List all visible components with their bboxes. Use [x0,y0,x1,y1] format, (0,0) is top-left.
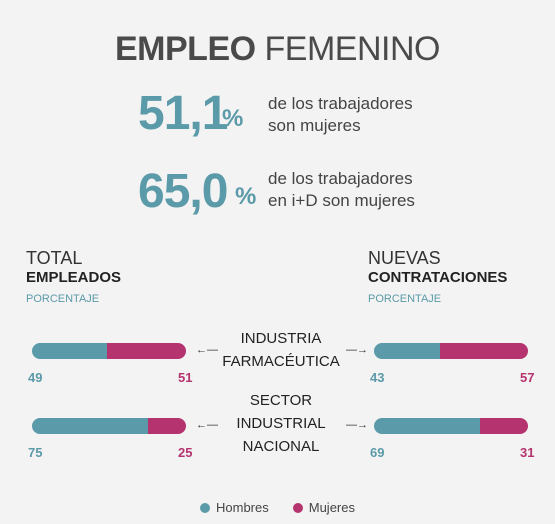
title-light: FEMENINO [264,30,441,68]
legend: Hombres Mujeres [0,500,555,515]
arrow-right-icon: —→ [346,419,368,431]
legend-item-hombres: Hombres [200,500,269,515]
arrow-right-icon: —→ [346,344,368,356]
stat-desc-line1: de los trabajadores [268,169,413,188]
legend-item-mujeres: Mujeres [292,500,355,515]
stat-desc-line2: en i+D son mujeres [268,191,415,210]
bar-segment-mujeres [107,343,186,359]
stat-desc-line2: son mujeres [268,116,361,135]
category-label: SECTOR INDUSTRIAL NACIONAL [218,389,344,458]
column-header-unit: PORCENTAJE [368,293,442,305]
data-label-mujeres: 51 [178,370,193,385]
legend-swatch-hombres [200,502,210,513]
legend-label: Hombres [216,500,269,515]
data-label-mujeres: 57 [520,370,535,385]
column-header-line2: EMPLEADOS [26,269,122,286]
column-header-unit: PORCENTAJE [26,293,100,305]
bar-segment-mujeres [480,418,528,434]
data-label-mujeres: 31 [520,445,535,460]
arrow-left-icon: ←— [196,419,218,431]
stat-unit: % [222,105,244,132]
data-label-hombres: 49 [28,370,43,385]
category-label: INDUSTRIA FARMACÉUTICA [218,327,344,373]
column-header-line1: NUEVAS [368,248,441,268]
stat-value: 51,1 [138,87,228,140]
bar-segment-hombres [374,418,481,434]
stat-unit: % [235,183,257,210]
bar-segment-hombres [32,343,108,359]
column-header-total: TOTAL EMPLEADOS PORCENTAJE [26,248,121,307]
page-title: EMPLEO FEMENINO [0,30,555,69]
stacked-bar [374,418,528,434]
stat-desc-line1: de los trabajadores [268,94,413,113]
stacked-bar [32,418,186,434]
data-label-hombres: 69 [370,445,385,460]
category-label-line: INDUSTRIA [240,330,322,347]
column-header-line2: CONTRATACIONES [368,269,508,286]
bar-segment-mujeres [147,418,186,434]
data-label-hombres: 43 [370,370,385,385]
stacked-bar [32,343,186,359]
arrow-left-icon: ←— [196,344,218,356]
column-header-new-hires: NUEVAS CONTRATACIONES PORCENTAJE [368,248,507,307]
bar-segment-hombres [32,418,148,434]
column-header-line1: TOTAL [26,248,83,268]
category-label-line: SECTOR [249,392,313,409]
title-bold: EMPLEO [115,30,256,68]
data-label-mujeres: 25 [178,445,193,460]
category-label-line: NACIONAL [242,438,320,455]
stat-value: 65,0 [138,165,228,218]
bar-segment-mujeres [440,343,528,359]
category-label-line: INDUSTRIAL [236,415,326,432]
bar-segment-hombres [374,343,441,359]
category-label-line: FARMACÉUTICA [222,353,340,370]
data-label-hombres: 75 [28,445,43,460]
legend-swatch-mujeres [292,502,303,513]
stacked-bar [374,343,528,359]
legend-label: Mujeres [308,500,355,515]
